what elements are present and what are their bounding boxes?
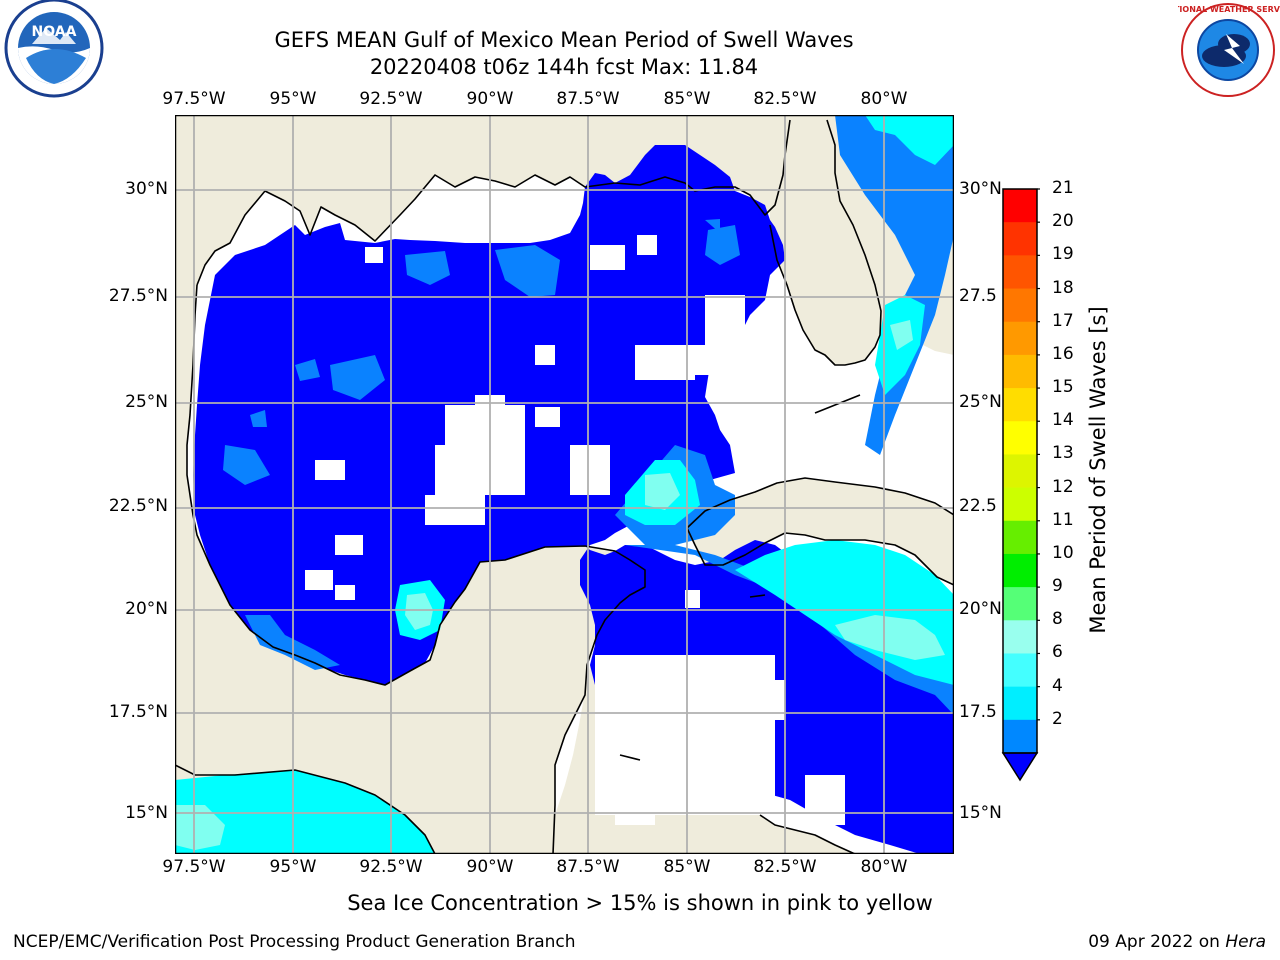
colorbar-tick-label-0: 21 (1052, 178, 1074, 198)
footnote: Sea Ice Concentration > 15% is shown in … (347, 891, 933, 915)
colorbar-tick-label-7: 14 (1052, 410, 1074, 431)
lon-label-bottom-6: 82.5°W (753, 857, 817, 877)
chart-subtitle: 20220408 t06z 144h fcst Max: 11.84 (369, 55, 759, 79)
lon-label-top-4: 87.5°W (556, 89, 620, 109)
lat-label-left-6: 15°N (125, 803, 168, 823)
footer-host: Hera (1225, 932, 1266, 952)
lat-label-left-5: 17.5°N (108, 702, 168, 722)
colorbar-tick-label-1: 20 (1052, 211, 1074, 232)
colorbar-frame (1002, 188, 1038, 754)
lat-label-left-4: 20°N (125, 599, 168, 619)
colorbar-swatch-16 (1003, 719, 1037, 754)
map-panel (175, 115, 954, 854)
nws-logo-text: NATIONAL WEATHER SERVICE (1178, 5, 1280, 14)
lon-label-top-6: 82.5°W (753, 89, 817, 109)
colorbar-extend (1001, 752, 1039, 782)
footer-date-text: 09 Apr 2022 on (1088, 932, 1226, 952)
colorbar-swatch-10 (1003, 520, 1037, 555)
colorbar-swatch-1 (1003, 222, 1037, 256)
colorbar-tick-label-2: 19 (1052, 244, 1074, 265)
colorbar-tick-label-16: 2 (1052, 708, 1063, 729)
lon-label-top-0: 97.5°W (162, 89, 226, 109)
lon-label-bottom-4: 87.5°W (556, 857, 620, 877)
colorbar-swatch-5 (1003, 354, 1037, 389)
lat-label-right-4: 20°N (959, 599, 1002, 619)
colorbar-swatch-8 (1003, 454, 1037, 489)
lon-label-top-2: 92.5°W (359, 89, 423, 109)
lat-label-left-0: 30°N (125, 179, 168, 199)
lon-label-bottom-2: 92.5°W (359, 857, 423, 877)
lon-label-bottom-1: 95°W (269, 857, 317, 877)
colorbar-label: Mean Period of Swell Waves [s] (1086, 306, 1110, 634)
colorbar-swatch-6 (1003, 388, 1037, 422)
colorbar-tick-label-3: 18 (1052, 277, 1074, 298)
land-cuba (687, 478, 954, 585)
colorbar-tick-label-12: 9 (1052, 576, 1063, 597)
colorbar-swatch-4 (1003, 321, 1037, 356)
noaa-logo-text: NOAA (32, 24, 77, 40)
noaa-logo: NOAA (4, 0, 104, 98)
lon-label-top-1: 95°W (269, 89, 317, 109)
colorbar-swatch-15 (1003, 686, 1037, 721)
lat-label-right-1: 27.5 (959, 286, 997, 306)
colorbar-swatch-11 (1003, 553, 1037, 588)
colorbar-tick-label-8: 13 (1052, 443, 1074, 464)
colorbar-swatch-14 (1003, 653, 1037, 688)
colorbar-tick-label-5: 16 (1052, 343, 1074, 364)
colorbar-swatch-9 (1003, 487, 1037, 522)
colorbar (1001, 188, 1040, 782)
colorbar-tick-label-6: 15 (1052, 377, 1074, 398)
lon-label-top-3: 90°W (466, 89, 514, 109)
lat-label-left-2: 25°N (125, 392, 168, 412)
colorbar-tick-label-11: 10 (1052, 542, 1074, 563)
colorbar-swatch-2 (1003, 255, 1037, 290)
nws-logo: NATIONAL WEATHER SERVICE (1178, 3, 1280, 97)
colorbar-tick-label-15: 4 (1052, 675, 1063, 696)
colorbar-swatch-12 (1003, 587, 1037, 621)
lat-label-right-3: 22.5 (959, 496, 997, 516)
footer-date: 09 Apr 2022 on Hera (1088, 932, 1266, 952)
lat-label-right-2: 25°N (959, 392, 1002, 412)
colorbar-swatch-0 (1003, 189, 1037, 223)
colorbar-tick-label-14: 6 (1052, 642, 1063, 663)
lon-label-top-7: 80°W (860, 89, 908, 109)
footer-credit: NCEP/EMC/Verification Post Processing Pr… (13, 932, 576, 952)
lat-label-right-5: 17.5 (959, 702, 997, 722)
chart-title: GEFS MEAN Gulf of Mexico Mean Period of … (274, 28, 854, 52)
colorbar-swatch-7 (1003, 421, 1037, 455)
lon-label-bottom-3: 90°W (466, 857, 514, 877)
colorbar-tick-label-4: 17 (1052, 310, 1074, 331)
lat-label-left-3: 22.5°N (108, 496, 168, 516)
lon-label-bottom-7: 80°W (860, 857, 908, 877)
lat-label-right-6: 15°N (959, 803, 1002, 823)
colorbar-tick-label-10: 11 (1052, 509, 1074, 530)
lat-label-left-1: 27.5°N (108, 286, 168, 306)
lon-label-bottom-0: 97.5°W (162, 857, 226, 877)
lon-label-bottom-5: 85°W (663, 857, 711, 877)
colorbar-swatch-13 (1003, 620, 1037, 654)
colorbar-tick-label-9: 12 (1052, 476, 1074, 497)
colorbar-tick-label-13: 8 (1052, 609, 1063, 630)
colorbar-swatch-3 (1003, 288, 1037, 323)
lon-label-top-5: 85°W (663, 89, 711, 109)
lat-label-right-0: 30°N (959, 179, 1002, 199)
